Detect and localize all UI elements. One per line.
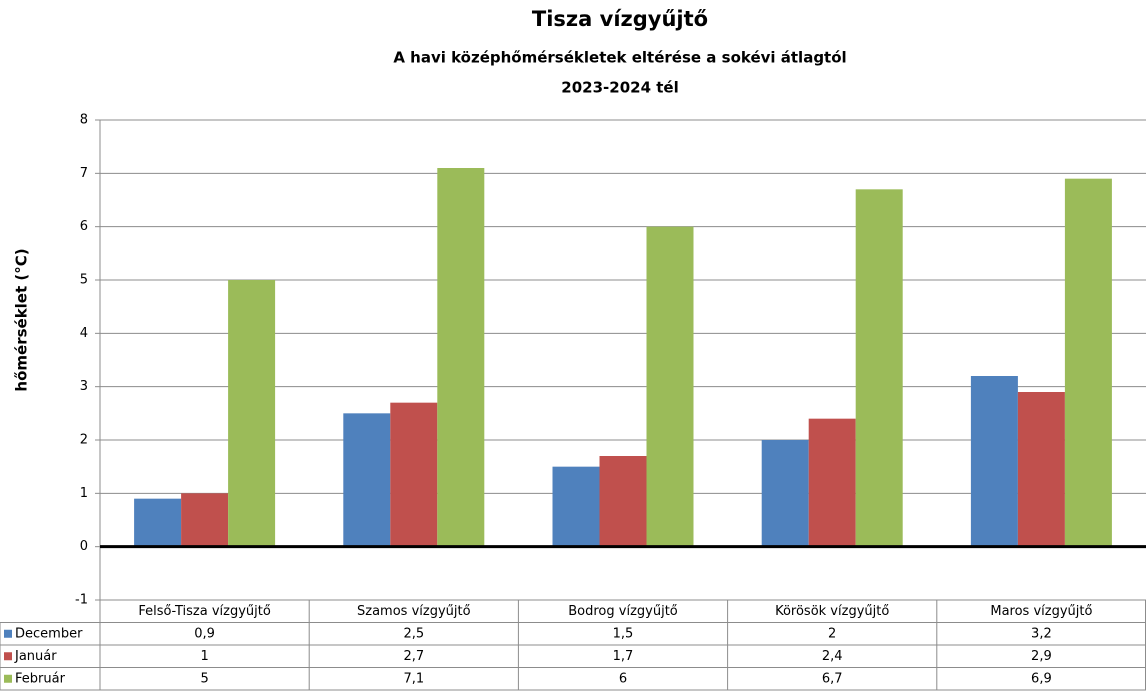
chart-subtitle: A havi középhőmérsékletek eltérése a sok… — [393, 49, 846, 67]
bar — [970, 376, 1018, 547]
y-tick-label: 8 — [80, 113, 88, 128]
bar — [1064, 178, 1112, 547]
table-value: 2,7 — [403, 649, 424, 664]
table-value: 1,5 — [613, 626, 634, 641]
x-tick-label: Felső-Tisza vízgyűjtő — [138, 604, 270, 619]
x-tick-label: Bodrog vízgyűjtő — [568, 604, 678, 619]
y-tick-label: 4 — [80, 326, 88, 341]
table-value: 1 — [200, 649, 208, 664]
y-tick-label: 1 — [80, 486, 88, 501]
table-value: 2 — [828, 626, 836, 641]
table-value: 7,1 — [403, 671, 424, 686]
y-tick-label: -1 — [75, 593, 88, 608]
table-value: 1,7 — [613, 649, 634, 664]
bar — [855, 189, 903, 547]
table-value: 5 — [200, 671, 208, 686]
x-tick-label: Szamos vízgyűjtő — [357, 604, 471, 619]
y-tick-label: 2 — [80, 433, 88, 448]
legend-label: Január — [14, 649, 57, 664]
legend-swatch — [4, 629, 12, 638]
x-tick-label: Maros vízgyűjtő — [990, 604, 1092, 619]
bar — [599, 456, 647, 547]
table-value: 2,5 — [403, 626, 424, 641]
chart-period: 2023-2024 tél — [561, 79, 678, 97]
table-value: 2,4 — [822, 649, 843, 664]
bar — [552, 466, 600, 547]
y-axis-label: hőmérséklet (°C) — [13, 248, 31, 391]
bar — [343, 413, 391, 547]
bar — [134, 498, 182, 547]
y-tick-label: 5 — [80, 273, 88, 288]
table-value: 6 — [619, 671, 627, 686]
legend-swatch — [4, 674, 12, 683]
bar — [1017, 392, 1065, 547]
bar — [761, 440, 809, 547]
legend-label: December — [15, 626, 83, 641]
legend-swatch — [4, 652, 12, 661]
y-tick-label: 6 — [80, 219, 88, 234]
bar — [808, 418, 856, 547]
table-value: 6,7 — [822, 671, 843, 686]
table-value: 0,9 — [194, 626, 215, 641]
bar — [437, 168, 485, 547]
bar — [646, 226, 694, 547]
bar — [181, 493, 229, 547]
table-value: 2,9 — [1031, 649, 1052, 664]
table-value: 3,2 — [1031, 626, 1052, 641]
x-tick-label: Körösök vízgyűjtő — [775, 604, 889, 619]
table-value: 6,9 — [1031, 671, 1052, 686]
bar — [228, 280, 276, 547]
bar — [390, 402, 438, 547]
legend-label: Február — [15, 671, 66, 686]
y-tick-label: 0 — [80, 539, 88, 554]
chart-title: Tisza vízgyűjtő — [532, 7, 708, 31]
y-tick-label: 7 — [80, 166, 88, 181]
y-tick-label: 3 — [80, 379, 88, 394]
